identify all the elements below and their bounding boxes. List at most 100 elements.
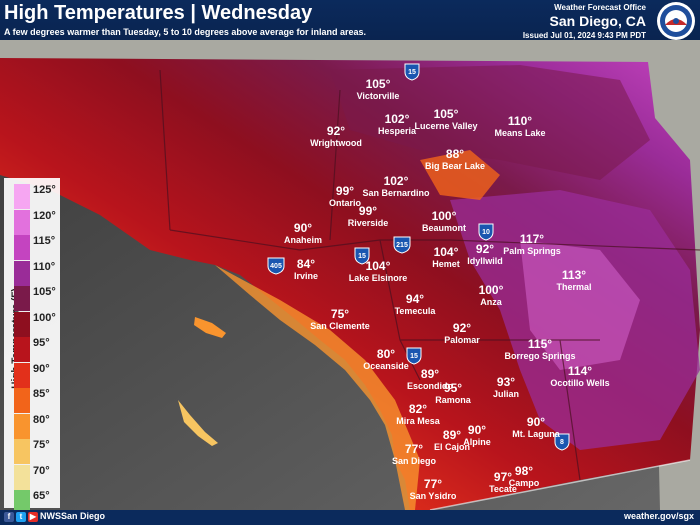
highway-shield: 15 <box>404 63 420 81</box>
city-name: Borrego Springs <box>504 351 575 361</box>
legend-tick-label: 80° <box>33 413 50 426</box>
city-name: Ocotillo Wells <box>550 378 609 388</box>
office-line: Weather Forecast Office <box>554 3 646 12</box>
nws-logo-icon <box>657 2 695 40</box>
place-label: 105°Victorville <box>357 77 400 101</box>
city-name: Anaheim <box>284 235 322 245</box>
temperature-value: 89° <box>443 428 461 442</box>
place-label: 92°Palomar <box>444 321 480 345</box>
city-name: Mt. Laguna <box>512 429 560 439</box>
issued-time: Issued Jul 01, 2024 9:43 PM PDT <box>522 31 646 40</box>
city-name: Ontario <box>329 198 362 208</box>
extreme-hot-zone <box>520 240 640 370</box>
legend-swatch <box>14 413 30 439</box>
temperature-value: 92° <box>327 124 345 138</box>
place-label: 77°San Ysidro <box>410 477 457 501</box>
legend-swatch <box>14 260 30 286</box>
place-label: 115°Borrego Springs <box>504 337 575 361</box>
highway-shield: 215 <box>393 236 411 254</box>
office-block: Weather Forecast Office San Diego, CA Is… <box>523 3 646 40</box>
highway-shield: 15 <box>354 247 370 265</box>
temperature-value: 104° <box>366 259 391 273</box>
legend-swatch <box>14 184 30 209</box>
temperature-value: 97° <box>494 470 512 484</box>
highway-shield: 8 <box>554 433 570 451</box>
place-label: 98°Campo <box>509 464 540 488</box>
place-label: 117°Palm Springs <box>503 232 561 256</box>
city-name: Wrightwood <box>310 138 362 148</box>
highway-number: 15 <box>408 69 416 76</box>
place-label: 114°Ocotillo Wells <box>550 364 609 388</box>
website-link[interactable]: weather.gov/sgx <box>623 511 694 521</box>
temperature-map: 15 10 215 405 15 15 <box>0 40 700 510</box>
city-name: Thermal <box>556 282 591 292</box>
city-name: Victorville <box>357 91 400 101</box>
city-name: San Diego <box>392 456 437 466</box>
city-name: Campo <box>509 478 540 488</box>
city-name: Anza <box>480 297 502 307</box>
temperature-value: 114° <box>568 364 592 378</box>
place-label: 95°Ramona <box>435 381 472 405</box>
city-name: El Cajon <box>434 442 470 452</box>
temperature-value: 95° <box>444 381 462 395</box>
temperature-value: 104° <box>434 245 459 259</box>
city-name: Hesperia <box>378 126 417 136</box>
highway-number: 215 <box>396 242 408 249</box>
temperature-value: 110° <box>508 114 532 128</box>
twitter-icon[interactable]: t <box>16 512 26 522</box>
temperature-value: 102° <box>385 112 410 126</box>
legend-tick-label: 75° <box>33 439 50 451</box>
place-label: 84°Irvine <box>294 257 318 281</box>
place-label: 100°Anza <box>479 283 504 307</box>
temperature-value: 105° <box>434 107 459 121</box>
highway-number: 15 <box>358 253 366 260</box>
city-name: Hemet <box>432 259 460 269</box>
place-label: 94°Temecula <box>395 292 437 316</box>
city-name: Ramona <box>435 395 472 405</box>
temperature-value: 99° <box>336 184 354 198</box>
legend-tick-label: 70° <box>33 464 50 477</box>
temperature-value: 77° <box>424 477 442 491</box>
temperature-value: 99° <box>359 204 377 218</box>
temperature-value: 90° <box>527 415 545 429</box>
place-label: 92°Idyllwild <box>467 242 503 266</box>
place-label: 100°Beaumont <box>422 209 466 233</box>
temperature-value: 90° <box>294 221 312 235</box>
facebook-icon[interactable]: f <box>4 512 14 522</box>
city-name: Julian <box>493 389 519 399</box>
mountain-cool-zone <box>420 150 500 200</box>
temperature-value: 117° <box>520 232 544 246</box>
place-label: 82°Mira Mesa <box>396 402 441 426</box>
place-label: 92°Wrightwood <box>310 124 362 148</box>
city-name: San Bernardino <box>362 188 430 198</box>
place-label: 102°San Bernardino <box>362 174 430 198</box>
temperature-value: 93° <box>497 375 515 389</box>
legend-tick-label: 100° <box>33 311 56 324</box>
highway-shield: 15 <box>406 347 422 365</box>
legend-tick-label: 125° <box>33 184 56 196</box>
youtube-icon[interactable]: ▶ <box>28 512 38 522</box>
social-icons: f t ▶ <box>4 512 38 522</box>
legend-tick-label: 115° <box>33 235 56 247</box>
temperature-value: 89° <box>421 367 439 381</box>
highway-shield: 405 <box>267 257 285 275</box>
city-name: Oceanside <box>363 361 409 371</box>
place-label: 90°Anaheim <box>284 221 322 245</box>
temperature-value: 90° <box>468 423 486 437</box>
city-name: Tecate <box>489 484 517 494</box>
temperature-value: 84° <box>297 257 315 271</box>
city-name: Temecula <box>395 306 437 316</box>
legend-tick-label: 90° <box>33 362 50 375</box>
legend-swatch <box>14 235 30 260</box>
city-name: Escondido <box>407 381 454 391</box>
temperature-value: 105° <box>366 77 391 91</box>
legend-tick-label: 65° <box>33 490 50 502</box>
place-label: 89°Escondido <box>407 367 454 391</box>
temperature-legend: High Temperature (F) 125°120°115°110°105… <box>4 178 60 515</box>
high-desert-zone <box>330 65 650 180</box>
legend-tick-label: 120° <box>33 209 56 222</box>
highway-number: 15 <box>410 353 418 360</box>
city-name: Beaumont <box>422 223 466 233</box>
temperature-value: 100° <box>432 209 457 223</box>
highway-shield: 10 <box>478 223 494 241</box>
